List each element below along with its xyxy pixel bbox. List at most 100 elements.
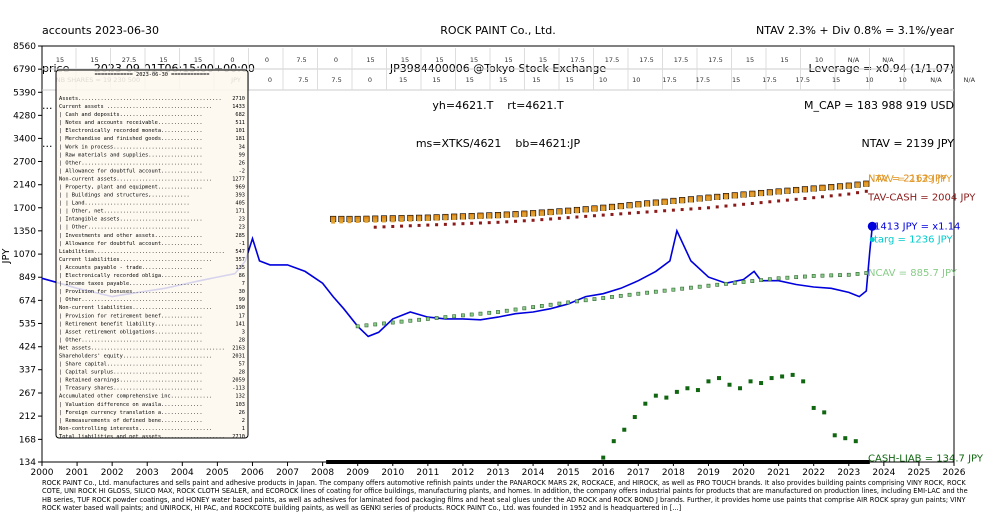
y-tick-label: 2140: [13, 181, 36, 191]
ncav-marker: [785, 275, 790, 280]
cash-liab-marker: [601, 455, 606, 460]
ncav-marker: [425, 316, 430, 321]
x-tick-label: 2007: [276, 468, 299, 478]
balance-sheet-item: | Cash and deposits.....................…: [59, 112, 203, 118]
cash-liab-marker: [611, 439, 616, 444]
ncav-marker: [820, 273, 825, 278]
ncav-marker: [750, 279, 755, 283]
ntav-marker: [838, 185, 842, 190]
ncav-marker: [382, 321, 386, 326]
balance-sheet-item: | Valuation difference on availa........…: [59, 402, 203, 408]
ntav-marker: [417, 217, 422, 222]
ticker-ms-bb: ms=XTKS/4621 bb=4621:JP: [415, 136, 581, 150]
y-tick-label: 6790: [13, 65, 36, 75]
balance-sheet-item: | Other.................................…: [59, 337, 203, 343]
balance-sheet-value: 17: [239, 313, 245, 319]
ntav-marker: [382, 218, 386, 223]
ntav-marker: [820, 186, 825, 191]
axis-layer: 1341682122673374245356748491070135017002…: [13, 42, 966, 478]
ncav-marker: [645, 290, 649, 295]
ncav-marker: [557, 301, 562, 306]
ncav-marker: [487, 310, 492, 315]
balance-sheet-item: | Investments and other assets..........…: [59, 233, 203, 239]
cash-liab-marker: [653, 393, 658, 398]
balance-sheet-item: | Other.................................…: [59, 297, 203, 303]
balance-sheet-value: 2710: [232, 434, 245, 440]
ncav-marker: [618, 293, 623, 298]
header-ellipsis-2: ...: [42, 136, 53, 150]
cash-liab-marker: [706, 379, 711, 384]
tav-cash-marker: [829, 194, 833, 198]
balance-sheet-item: Current liabilities.....................…: [59, 257, 212, 263]
ncav-marker: [355, 324, 360, 329]
balance-sheet-item: | Remeasurements of defined bene........…: [59, 418, 203, 424]
balance-sheet-value: 3: [242, 329, 245, 335]
ntav-marker: [425, 216, 430, 221]
balance-sheet-item: | Electronically recorded moneta........…: [59, 128, 203, 134]
y-tick-label: 3400: [13, 134, 36, 144]
dividend-row2-value: 15: [732, 76, 740, 84]
tav-cash-marker: [575, 215, 579, 219]
ncav-marker: [803, 274, 807, 279]
tav-cash-marker: [803, 197, 807, 201]
x-tick-label: 2017: [627, 468, 650, 478]
tav-cash-marker: [663, 209, 667, 213]
ncav-marker: [364, 323, 369, 328]
balance-sheet-value: 135: [235, 265, 245, 271]
dividend-row1-value: 10: [815, 56, 823, 64]
tav-cash-marker: [426, 223, 430, 227]
balance-sheet-value: 190: [235, 305, 245, 311]
ntav-value: NTAV = 2139 JPY: [861, 136, 955, 150]
cash-liab-marker: [769, 376, 774, 381]
dividend-row1-value: 17.5: [708, 56, 722, 64]
cash-liab-marker: [790, 372, 795, 377]
dividend-row2-value: 0: [268, 76, 272, 84]
ntav-marker: [776, 190, 781, 195]
balance-sheet-item: | | Buildings and structures,...........…: [59, 193, 190, 199]
balance-sheet-item: Non-current liabilities.................…: [59, 305, 212, 311]
dividend-row1-value: 15: [56, 56, 64, 64]
ntav-marker: [794, 189, 799, 194]
dividend-row1-value: 15: [366, 56, 374, 64]
tav-cash-marker: [856, 191, 860, 195]
tav-cash-marker: [584, 214, 588, 218]
x-tick-label: 2013: [487, 468, 510, 478]
balance-sheet-box: ============ 2023-06-30 ============ Asse…: [55, 69, 249, 440]
x-tick-label: 2021: [767, 468, 790, 478]
balance-sheet-value: 103: [235, 402, 245, 408]
x-tick-label: 2019: [697, 468, 720, 478]
ntav-marker: [864, 182, 869, 187]
balance-sheet-item: | Electronically recorded obliga........…: [59, 273, 203, 279]
balance-sheet-value: 511: [235, 120, 245, 126]
company-name: ROCK PAINT Co., Ltd.: [440, 24, 556, 37]
ncav-marker: [504, 308, 509, 313]
end-label-nav: NAV = 2162 JPY: [868, 174, 948, 185]
tav-cash-marker: [470, 221, 474, 225]
ntav-marker: [478, 215, 483, 220]
cash-liab-marker: [748, 379, 753, 384]
ntav-marker: [548, 211, 553, 216]
balance-sheet-value: -1: [239, 241, 245, 247]
y-tick-label: 1700: [13, 204, 36, 214]
dividend-row2-value: 17.5: [696, 76, 710, 84]
ncav-marker: [846, 272, 851, 277]
tav-cash-marker: [750, 201, 754, 205]
tav-cash-marker: [812, 196, 816, 200]
balance-sheet-value: 547: [235, 249, 245, 255]
balance-sheet-value: 99: [239, 152, 245, 158]
balance-sheet-item: | Allowance for doubtful account........…: [59, 241, 203, 247]
balance-sheet-value: 2059: [232, 378, 245, 384]
dividend-row1-value: 15: [401, 56, 409, 64]
balance-sheet-value: 99: [239, 297, 245, 303]
dividend-row1-value: 15: [780, 56, 788, 64]
ncav-marker: [732, 280, 737, 285]
tav-cash-marker: [785, 198, 789, 202]
company-description: ROCK PAINT Co., Ltd. manufactures and se…: [42, 479, 968, 512]
ncav-marker: [715, 282, 720, 287]
balance-sheet-value: 357: [235, 257, 245, 263]
dividend-row2-value: 10: [632, 76, 640, 84]
ncav-marker: [408, 318, 413, 323]
tav-cash-marker: [645, 210, 649, 214]
header-ellipsis-1: ...: [42, 99, 53, 112]
cash-liab-marker: [843, 436, 848, 441]
